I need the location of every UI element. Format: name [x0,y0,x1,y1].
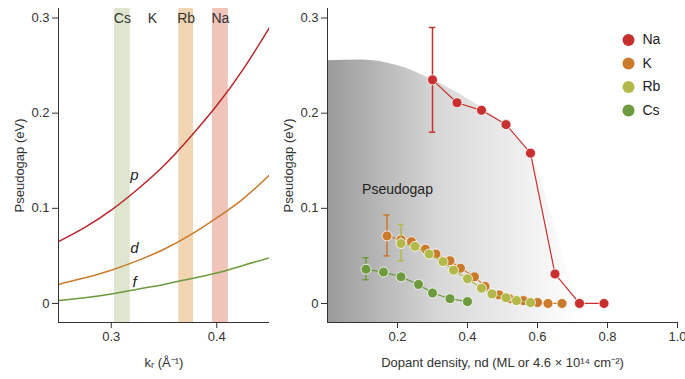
svg-text:Dopant density, nd (ML or 4.6: Dopant density, nd (ML or 4.6 × 10¹⁴ cm⁻… [381,355,624,370]
svg-text:Rb: Rb [177,10,195,26]
svg-text:0: 0 [42,296,49,311]
svg-text:Pseudogap: Pseudogap [362,181,433,197]
svg-text:0.2: 0.2 [31,105,49,120]
svg-text:Rb: Rb [643,78,661,94]
svg-text:0.3: 0.3 [300,10,318,25]
svg-text:Na: Na [643,31,661,47]
svg-text:0.2: 0.2 [388,329,406,344]
svg-text:K: K [148,10,158,26]
svg-text:Cs: Cs [643,102,660,118]
svg-text:0: 0 [311,296,318,311]
svg-text:1.0: 1.0 [668,329,685,344]
svg-text:d: d [130,239,139,256]
svg-text:0.1: 0.1 [300,200,318,215]
svg-text:kᵣ (Å⁻¹): kᵣ (Å⁻¹) [145,355,184,370]
svg-text:p: p [129,166,138,183]
svg-text:Pseudogap (eV): Pseudogap (eV) [281,119,296,213]
svg-text:0.4: 0.4 [208,329,226,344]
svg-text:0.8: 0.8 [598,329,616,344]
svg-text:0.3: 0.3 [102,329,120,344]
svg-text:Pseudogap (eV): Pseudogap (eV) [12,119,27,213]
svg-text:Cs: Cs [114,10,131,26]
svg-text:0.2: 0.2 [300,105,318,120]
svg-text:K: K [643,55,653,71]
svg-text:f: f [132,273,138,290]
svg-text:0.3: 0.3 [31,10,49,25]
svg-text:0.4: 0.4 [458,329,476,344]
svg-text:0.1: 0.1 [31,200,49,215]
svg-text:Na: Na [211,10,229,26]
svg-text:0.6: 0.6 [528,329,546,344]
